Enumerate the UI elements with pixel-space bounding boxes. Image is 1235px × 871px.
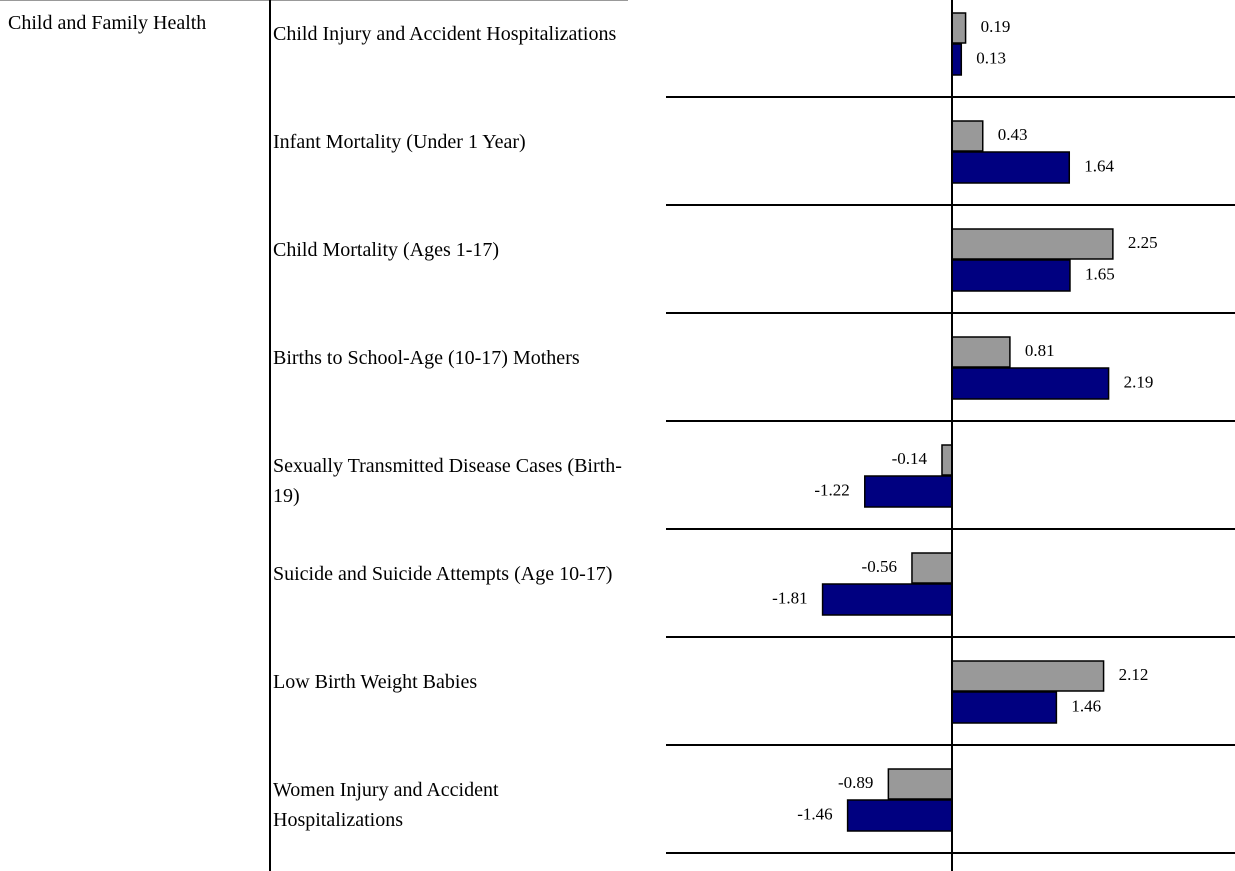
value-label: 0.81 — [1025, 341, 1055, 360]
category-label: Women Injury and Accident Hospitalizatio… — [273, 779, 499, 831]
value-label: -1.22 — [814, 480, 849, 499]
value-label: 2.25 — [1128, 233, 1158, 252]
category-label: Sexually Transmitted Disease Cases (Birt… — [273, 455, 622, 507]
bar — [941, 444, 953, 476]
bar — [951, 691, 1058, 724]
bar — [951, 12, 967, 44]
bar — [887, 768, 953, 800]
bar — [951, 228, 1114, 260]
value-label: 1.46 — [1071, 696, 1101, 715]
category-label: Low Birth Weight Babies — [273, 671, 478, 693]
value-label: 0.13 — [976, 48, 1006, 67]
bar — [951, 43, 963, 76]
bar — [951, 120, 984, 152]
value-label: -1.46 — [797, 804, 832, 823]
bar — [951, 151, 1071, 184]
value-label: 0.19 — [981, 17, 1011, 36]
bar — [951, 367, 1110, 400]
bar — [864, 475, 953, 508]
group-label: Child and Family Health — [8, 12, 207, 34]
value-label: 0.43 — [998, 125, 1028, 144]
value-label: -0.14 — [892, 449, 928, 468]
category-label: Infant Mortality (Under 1 Year) — [273, 131, 526, 153]
value-label: 1.64 — [1084, 156, 1114, 175]
category-label: Child Mortality (Ages 1-17) — [273, 239, 500, 261]
category-label: Suicide and Suicide Attempts (Age 10-17) — [273, 563, 613, 585]
value-label: 2.19 — [1124, 372, 1154, 391]
bar — [951, 259, 1071, 292]
value-label: 2.12 — [1119, 665, 1149, 684]
bar — [846, 799, 953, 832]
value-label: -1.81 — [772, 588, 807, 607]
bar — [951, 336, 1011, 368]
category-label: Child Injury and Accident Hospitalizatio… — [273, 23, 617, 45]
bar — [951, 660, 1105, 692]
value-label: -0.89 — [838, 773, 873, 792]
bar — [821, 583, 953, 616]
bar — [911, 552, 953, 584]
value-label: 1.65 — [1085, 264, 1115, 283]
category-label: Births to School-Age (10-17) Mothers — [273, 347, 580, 369]
value-label: -0.56 — [862, 557, 897, 576]
